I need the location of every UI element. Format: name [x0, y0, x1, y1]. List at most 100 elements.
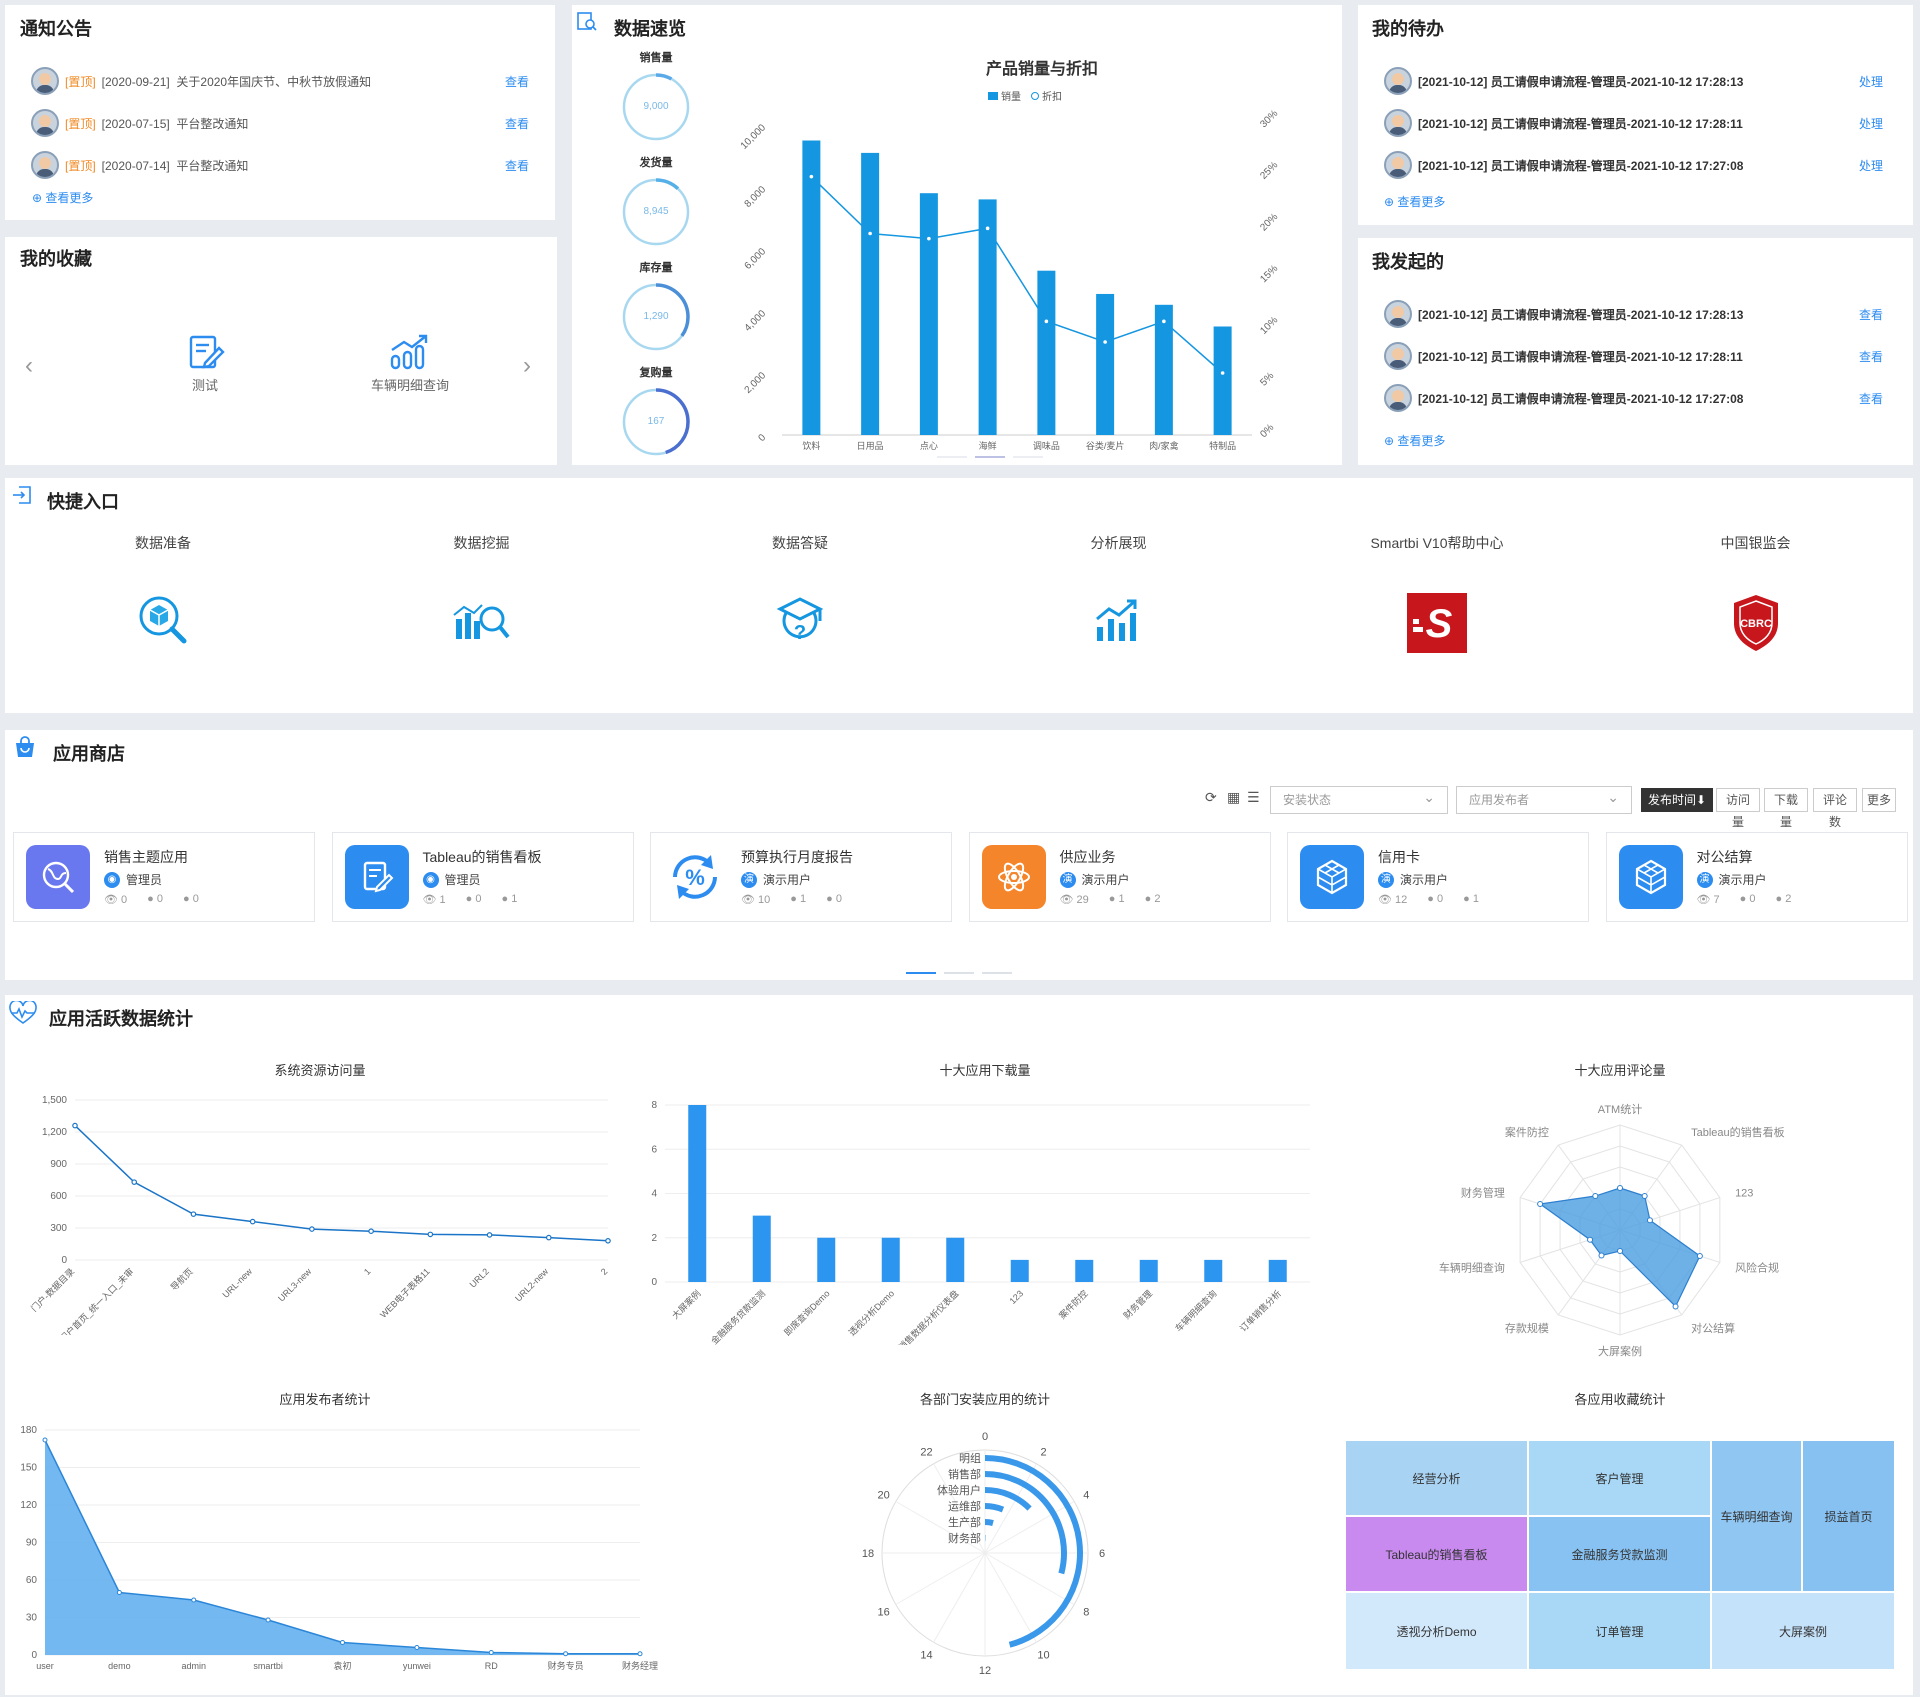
- discount-point[interactable]: [1220, 371, 1225, 375]
- data-point[interactable]: [340, 1640, 345, 1645]
- todo-text[interactable]: [2021-10-12] 员工请假申请流程-管理员-2021-10-12 17:…: [1418, 74, 1744, 89]
- data-point[interactable]: [427, 1231, 434, 1238]
- todo-action-link[interactable]: 处理: [1858, 158, 1883, 173]
- data-point[interactable]: [414, 1645, 420, 1650]
- bar[interactable]: [978, 199, 997, 435]
- initiated-more-link[interactable]: ⊕ 查看更多: [1384, 434, 1446, 448]
- app-card[interactable]: 信用卡 演演示用户 👁 12 ● 0 ● 1: [1287, 832, 1589, 922]
- grid-view-icon[interactable]: ▦: [1227, 789, 1241, 805]
- bar[interactable]: [817, 1237, 836, 1282]
- initiated-text[interactable]: [2021-10-12] 员工请假申请流程-管理员-2021-10-12 17:…: [1418, 349, 1743, 364]
- data-point[interactable]: [486, 1232, 493, 1238]
- initiated-action-link[interactable]: 查看: [1858, 307, 1883, 322]
- polar-bar[interactable]: [984, 1487, 1032, 1511]
- bar[interactable]: [1154, 304, 1173, 435]
- treemap-cell[interactable]: 订单管理: [1528, 1592, 1711, 1670]
- radar-point[interactable]: [1672, 1303, 1679, 1310]
- todo-more-link[interactable]: ⊕ 查看更多: [1384, 195, 1446, 209]
- quick-item-3[interactable]: 分析展现: [1019, 533, 1219, 683]
- bar[interactable]: [1139, 1259, 1158, 1282]
- app-card[interactable]: 供应业务 演演示用户 👁 29 ● 1 ● 2: [968, 832, 1271, 922]
- radar-point[interactable]: [1617, 1185, 1623, 1191]
- data-point[interactable]: [545, 1234, 552, 1241]
- data-point[interactable]: [265, 1617, 271, 1623]
- quick-item-4[interactable]: Smartbi V10帮助中心 S: [1337, 533, 1537, 683]
- discount-point[interactable]: [868, 231, 872, 236]
- app-card[interactable]: Tableau的销售看板 ◉ 管理员 👁 1 ● 0 ● 1: [331, 832, 634, 922]
- todo-action-link[interactable]: 处理: [1858, 116, 1883, 131]
- carousel-dot-active[interactable]: [906, 972, 936, 974]
- radar-point[interactable]: [1641, 1193, 1648, 1200]
- todo-text[interactable]: [2021-10-12] 员工请假申请流程-管理员-2021-10-12 17:…: [1418, 116, 1743, 131]
- initiated-text[interactable]: [2021-10-12] 员工请假申请流程-管理员-2021-10-12 17:…: [1418, 391, 1744, 406]
- initiated-text[interactable]: [2021-10-12] 员工请假申请流程-管理员-2021-10-12 17:…: [1418, 307, 1744, 322]
- discount-point[interactable]: [809, 174, 814, 179]
- sort-button-0[interactable]: 发布时间⬇: [1641, 788, 1713, 812]
- treemap-cell[interactable]: 车辆明细查询: [1711, 1440, 1802, 1592]
- legend-discount[interactable]: 折扣: [1031, 88, 1062, 103]
- refresh-icon[interactable]: ⟳: [1205, 789, 1217, 805]
- radar-point[interactable]: [1537, 1201, 1544, 1208]
- discount-point[interactable]: [927, 236, 931, 241]
- data-point[interactable]: [637, 1651, 643, 1657]
- radar-point[interactable]: [1696, 1252, 1703, 1259]
- data-point[interactable]: [605, 1238, 611, 1244]
- data-point[interactable]: [488, 1650, 494, 1655]
- todo-text[interactable]: [2021-10-12] 员工请假申请流程-管理员-2021-10-12 17:…: [1418, 158, 1744, 173]
- treemap-cell[interactable]: 客户管理: [1528, 1440, 1711, 1516]
- bar[interactable]: [688, 1105, 707, 1282]
- polar-bar[interactable]: [984, 1471, 1067, 1575]
- quick-item-0[interactable]: 数据准备: [63, 533, 263, 683]
- quick-item-1[interactable]: 数据挖掘: [382, 533, 582, 683]
- bar[interactable]: [919, 193, 938, 435]
- discount-point[interactable]: [1103, 340, 1107, 344]
- notice-text[interactable]: [置顶] [2020-07-15] 平台整改通知: [65, 115, 505, 132]
- todo-action-link[interactable]: 处理: [1858, 74, 1883, 89]
- initiated-action-link[interactable]: 查看: [1858, 391, 1883, 406]
- bar[interactable]: [1268, 1259, 1287, 1282]
- notice-text[interactable]: [置顶] [2020-09-21] 关于2020年国庆节、中秋节放假通知: [65, 73, 505, 90]
- carousel-dot[interactable]: [944, 972, 974, 974]
- bar[interactable]: [1204, 1259, 1223, 1282]
- bar[interactable]: [861, 152, 880, 435]
- radar-point[interactable]: [1598, 1252, 1605, 1259]
- bar[interactable]: [1213, 326, 1232, 436]
- data-point[interactable]: [131, 1179, 138, 1185]
- app-card[interactable]: % 预算执行月度报告 演演示用户 👁 10 ● 1 ● 0: [650, 832, 952, 922]
- treemap-cell[interactable]: 经营分析: [1345, 1440, 1528, 1516]
- bar[interactable]: [802, 140, 821, 436]
- sort-button-2[interactable]: 下载量: [1764, 788, 1808, 829]
- data-point[interactable]: [190, 1211, 197, 1217]
- bar[interactable]: [1010, 1259, 1029, 1282]
- bar[interactable]: [752, 1215, 771, 1282]
- data-point[interactable]: [191, 1597, 197, 1603]
- data-point[interactable]: [563, 1651, 569, 1657]
- discount-point[interactable]: [1162, 319, 1166, 324]
- view-link[interactable]: 查看: [504, 74, 529, 89]
- quick-item-5[interactable]: 中国银监会 CBRC: [1656, 533, 1856, 683]
- treemap-cell[interactable]: 透视分析Demo: [1345, 1592, 1528, 1670]
- notice-text[interactable]: [置顶] [2020-07-14] 平台整改通知: [65, 157, 505, 174]
- next-arrow-icon[interactable]: ›: [523, 352, 531, 379]
- quick-item-2[interactable]: 数据答疑 ?: [700, 533, 900, 683]
- prev-arrow-icon[interactable]: ‹: [25, 352, 33, 379]
- treemap-cell[interactable]: Tableau的销售看板: [1345, 1516, 1528, 1592]
- sort-button-3[interactable]: 评论数: [1813, 788, 1857, 829]
- discount-point[interactable]: [985, 226, 990, 231]
- initiated-action-link[interactable]: 查看: [1858, 349, 1883, 364]
- publisher-select[interactable]: 应用发布者: [1456, 784, 1632, 814]
- polar-bar[interactable]: [984, 1519, 994, 1526]
- list-view-icon[interactable]: ☰: [1247, 789, 1260, 805]
- polar-bar[interactable]: [984, 1455, 1083, 1648]
- view-link[interactable]: 查看: [504, 116, 529, 131]
- radar-point[interactable]: [1587, 1236, 1594, 1243]
- data-point[interactable]: [309, 1226, 315, 1232]
- install-status-select[interactable]: 安装状态: [1270, 784, 1448, 814]
- bar[interactable]: [1096, 293, 1115, 435]
- data-point[interactable]: [368, 1228, 374, 1235]
- carousel-dot[interactable]: [982, 972, 1012, 974]
- discount-point[interactable]: [1044, 319, 1049, 324]
- sort-button-1[interactable]: 访问量: [1716, 788, 1760, 829]
- data-point[interactable]: [72, 1122, 78, 1129]
- bar[interactable]: [946, 1237, 965, 1282]
